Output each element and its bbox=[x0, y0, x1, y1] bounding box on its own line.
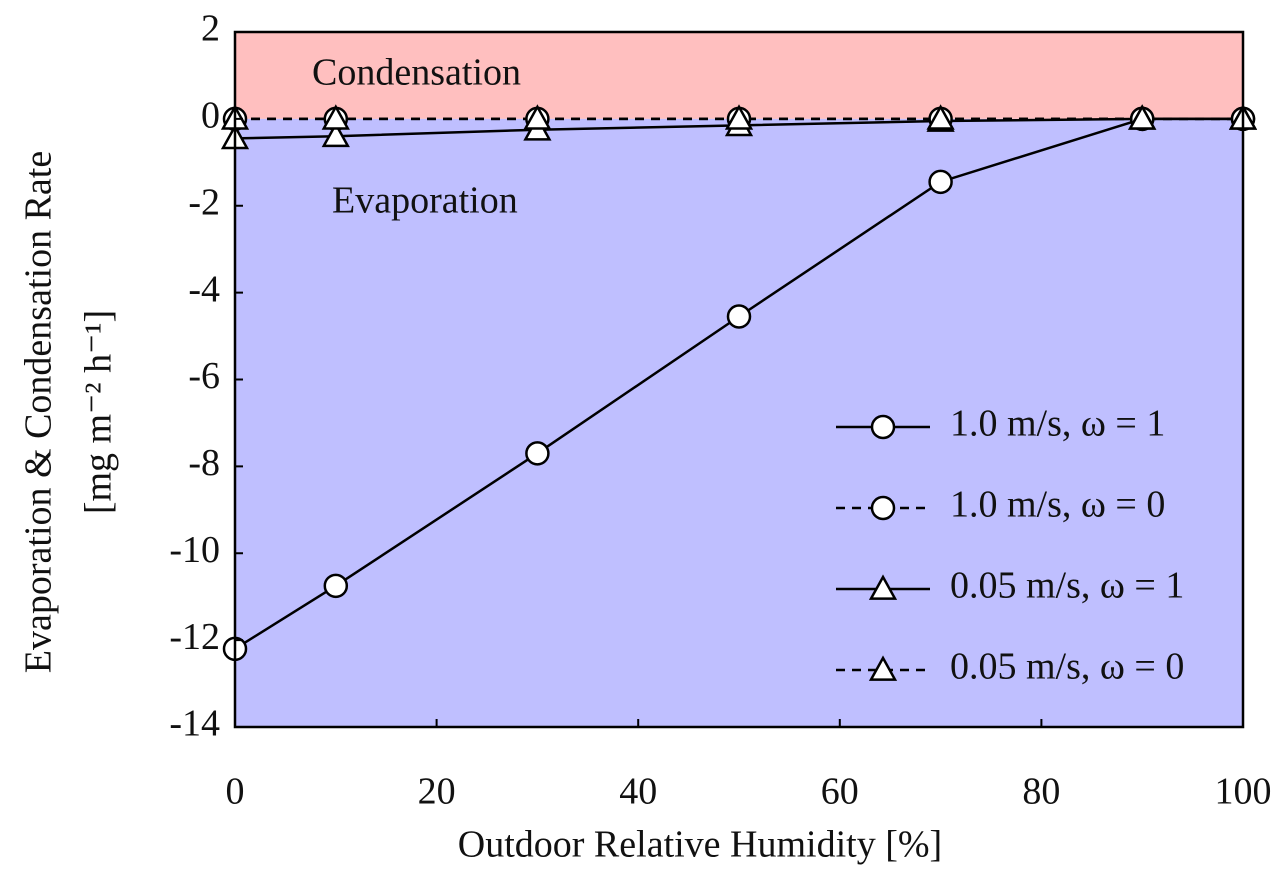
y-tick-label: -4 bbox=[188, 268, 220, 310]
y-axis-label: [mg m⁻² h⁻¹] bbox=[78, 310, 120, 514]
y-axis-label: Evaporation & Condensation Rate bbox=[18, 151, 60, 673]
circle-marker bbox=[323, 573, 349, 599]
y-tick-label: 2 bbox=[201, 8, 220, 50]
legend-label: 0.05 m/s, ω = 1 bbox=[950, 565, 1184, 607]
y-tick-label: 0 bbox=[201, 95, 220, 137]
annotation: Condensation bbox=[312, 52, 521, 94]
legend-marker bbox=[870, 414, 896, 440]
x-tick-label: 60 bbox=[821, 771, 859, 813]
triangle-marker bbox=[321, 121, 350, 148]
x-tick-label: 100 bbox=[1215, 771, 1272, 813]
legend-label: 0.05 m/s, ω = 0 bbox=[950, 646, 1184, 688]
legend-label: 1.0 m/s, ω = 0 bbox=[950, 484, 1165, 526]
triangle-marker bbox=[926, 104, 955, 130]
y-tick-label: -8 bbox=[188, 442, 220, 484]
x-tick-label: 20 bbox=[418, 771, 456, 813]
y-tick-label: -10 bbox=[169, 529, 220, 571]
y-tick-label: -12 bbox=[169, 616, 220, 658]
legend-marker bbox=[868, 574, 898, 600]
x-tick-label: 0 bbox=[226, 771, 245, 813]
y-tick-label: -14 bbox=[169, 703, 220, 745]
annotation: Evaporation bbox=[332, 180, 518, 222]
triangle-marker bbox=[523, 104, 552, 130]
circle-marker bbox=[928, 169, 953, 195]
triangle-marker bbox=[1128, 104, 1157, 130]
evaporation-region bbox=[235, 118, 1243, 727]
x-tick-label: 80 bbox=[1022, 771, 1060, 813]
x-axis-label: Outdoor Relative Humidity [%] bbox=[458, 824, 942, 866]
y-tick-label: -6 bbox=[188, 355, 220, 397]
legend-marker bbox=[870, 495, 896, 521]
x-tick-label: 40 bbox=[619, 771, 657, 813]
circle-marker bbox=[726, 304, 752, 329]
plot-frame bbox=[233, 30, 1245, 729]
legend-label: 1.0 m/s, ω = 1 bbox=[950, 403, 1165, 445]
circle-marker bbox=[525, 441, 550, 466]
legend-marker bbox=[868, 655, 898, 681]
triangle-marker bbox=[321, 104, 350, 130]
y-tick-label: -2 bbox=[188, 181, 220, 223]
triangle-marker bbox=[724, 104, 754, 130]
